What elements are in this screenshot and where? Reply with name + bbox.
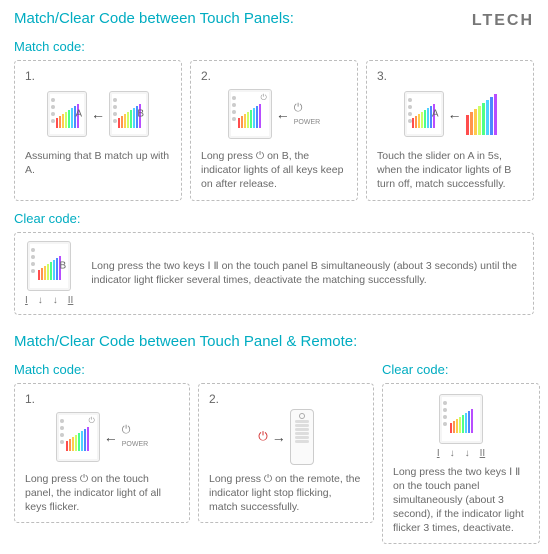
color-slider-icon (466, 93, 497, 135)
touch-panel-b: B (27, 241, 71, 291)
step-card-2: 2. ⏻ ← ⏻POWER Long press ⏻ on B, the ind… (190, 60, 358, 201)
arrow-left-icon: ← (276, 106, 290, 122)
touch-panel-a: A (47, 91, 87, 137)
power-icon: ⏻POWER (294, 102, 320, 127)
step-card-3: 3. A ← Touch the slider on A in 5s, when… (366, 60, 534, 201)
section1-title: Match/Clear Code between Touch Panels: (14, 10, 294, 27)
touch-panel-b: ⏻ (228, 89, 272, 139)
touch-panel (439, 394, 483, 444)
section1-match-steps: 1. A ← B Assuming that B match up with A… (14, 60, 534, 201)
panel-label-b: B (60, 260, 67, 271)
arrow-left-icon: ← (448, 106, 462, 122)
arrow-down-icon: ↓ (38, 295, 43, 306)
touch-panel-b: B (109, 91, 149, 137)
touch-panel: ⏻ (56, 412, 100, 462)
arrow-down-icon: ↓ (450, 448, 455, 459)
step-card-r1: 1. ⏻ ← ⏻POWER Long press ⏻ on the touch … (14, 383, 190, 524)
step-number: 1. (25, 69, 171, 83)
panel-label-b: B (137, 109, 144, 120)
brand-logo: LTECH (472, 12, 534, 30)
section2-title: Match/Clear Code between Touch Panel & R… (14, 333, 534, 350)
power-icon: ⏻ (88, 416, 94, 426)
arrow-left-icon: ← (104, 429, 118, 445)
step-number: 2. (201, 69, 347, 83)
step-caption: Long press ⏻ on B, the indicator lights … (201, 149, 347, 192)
arrow-left-icon: ← (91, 106, 105, 122)
arrow-right-icon: → (272, 429, 286, 445)
remote-power-icon (299, 413, 305, 419)
remote-control (290, 409, 314, 465)
key-ii-label: II (68, 295, 74, 306)
clear-caption: Long press the two keys Ⅰ Ⅱ on the touch… (393, 465, 529, 536)
match-code-label-2: Match code: (14, 362, 374, 377)
step-card-r2: 2. ⏻ → Long press ⏻ on the remote, the i… (198, 383, 374, 524)
step-caption: Assuming that B match up with A. (25, 149, 171, 177)
color-slider-icon (38, 252, 61, 280)
key-ii-label: II (480, 448, 486, 459)
arrow-down-icon: ↓ (465, 448, 470, 459)
section2-clear-card: I ↓ ↓ II Long press the two keys Ⅰ Ⅱ on … (382, 383, 540, 545)
power-icon: ⏻ (258, 429, 268, 444)
power-icon: ⏻POWER (122, 424, 148, 449)
step-card-1: 1. A ← B Assuming that B match up with A… (14, 60, 182, 201)
step-caption: Touch the slider on A in 5s, when the in… (377, 149, 523, 192)
clear-code-label-2: Clear code: (382, 362, 540, 377)
color-slider-icon (238, 100, 261, 128)
touch-panel-a: A (404, 91, 444, 137)
step-caption: Long press ⏻ on the touch panel, the ind… (25, 472, 179, 515)
clear-caption: Long press the two keys Ⅰ Ⅱ on the touch… (91, 259, 523, 287)
panel-label-a: A (75, 109, 82, 120)
color-slider-icon (450, 405, 473, 433)
clear-code-label-1: Clear code: (14, 211, 534, 226)
step-number: 2. (209, 392, 363, 406)
panel-label-a: A (432, 109, 439, 120)
step-number: 3. (377, 69, 523, 83)
section1-clear-card: B I ↓ ↓ II Long press the two keys Ⅰ Ⅱ o… (14, 232, 534, 315)
color-slider-icon (66, 423, 89, 451)
arrow-down-icon: ↓ (53, 295, 58, 306)
key-i-label: I (25, 295, 28, 306)
key-i-label: I (437, 448, 440, 459)
power-icon: ⏻ (260, 93, 266, 103)
step-caption: Long press ⏻ on the remote, the indicato… (209, 472, 363, 515)
step-number: 1. (25, 392, 179, 406)
match-code-label-1: Match code: (14, 39, 534, 54)
